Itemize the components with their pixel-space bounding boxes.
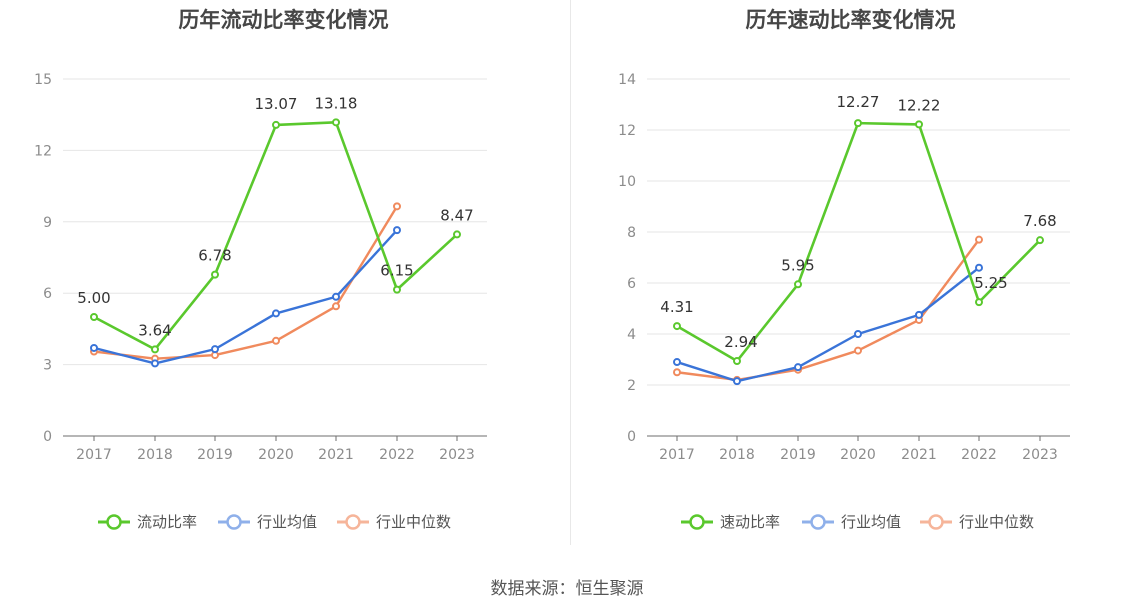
data-point xyxy=(453,230,461,239)
data-point xyxy=(975,263,983,272)
x-tick-label: 2018 xyxy=(137,447,173,463)
data-label: 7.68 xyxy=(1023,212,1056,230)
x-tick-label: 2023 xyxy=(1022,447,1058,463)
legend-label: 行业中位数 xyxy=(959,513,1034,531)
data-label: 5.00 xyxy=(77,289,110,307)
data-point xyxy=(673,322,681,331)
x-tick-label: 2020 xyxy=(840,447,876,463)
data-point xyxy=(211,345,219,354)
data-point xyxy=(794,280,802,289)
y-tick-label: 0 xyxy=(43,429,52,445)
data-label: 5.95 xyxy=(781,256,814,274)
y-tick-label: 0 xyxy=(627,429,636,445)
data-label: 4.31 xyxy=(660,298,693,316)
data-point xyxy=(673,358,681,367)
legend-swatch-marker xyxy=(106,514,122,530)
data-point xyxy=(975,298,983,307)
line-chart-current-ratio: 0 3 6 9 12 15 2017 2018 2019 2020 2021 2022 2023 5.00… xyxy=(34,72,487,531)
data-label: 13.18 xyxy=(315,94,358,112)
legend-swatch-marker xyxy=(928,514,944,530)
x-tick-label: 2022 xyxy=(379,447,415,463)
data-point xyxy=(332,118,340,127)
y-tick-label: 2 xyxy=(627,378,636,394)
data-point xyxy=(90,313,98,321)
series-line-industry-mean xyxy=(676,266,980,383)
data-label: 6.78 xyxy=(198,247,231,265)
y-tick-label: 14 xyxy=(618,72,636,88)
data-point xyxy=(673,368,681,377)
data-label: 6.15 xyxy=(380,262,413,280)
data-label: 8.47 xyxy=(440,206,473,224)
series-line-main xyxy=(676,121,1041,363)
data-point xyxy=(733,377,741,386)
legend-label: 行业均值 xyxy=(841,513,901,531)
y-tick-label: 15 xyxy=(34,72,52,88)
data-point xyxy=(211,270,219,279)
data-point xyxy=(151,345,159,354)
data-point xyxy=(854,330,862,338)
data-point xyxy=(90,343,98,352)
data-label: 12.22 xyxy=(898,96,941,114)
legend-label: 速动比率 xyxy=(720,513,780,531)
data-point xyxy=(794,363,802,372)
x-tick-label: 2023 xyxy=(439,447,475,463)
series-line-industry-mean xyxy=(93,229,398,365)
legend-swatch-marker xyxy=(345,514,361,530)
y-tick-label: 4 xyxy=(627,327,636,343)
y-tick-label: 9 xyxy=(43,215,52,231)
data-point xyxy=(915,310,923,319)
chart-panel-current-ratio: 历年流动比率变化情况 0 3 6 9 12 15 2017 2018 2019 2020 2021 2… xyxy=(0,0,567,560)
data-point xyxy=(332,302,340,311)
data-label: 2.94 xyxy=(724,333,757,351)
series-line-industry-median xyxy=(676,238,980,382)
data-label: 13.07 xyxy=(255,95,298,113)
data-point xyxy=(393,226,401,235)
data-point xyxy=(393,285,401,294)
chart-panel-quick-ratio: 历年速动比率变化情况 0 2 4 6 8 10 12 14 2017 2018 2019 2020 20… xyxy=(567,0,1134,560)
x-tick-label: 2019 xyxy=(780,447,816,463)
data-point xyxy=(915,120,923,129)
data-point xyxy=(272,309,280,318)
data-point xyxy=(854,346,862,355)
x-tick-label: 2021 xyxy=(901,447,937,463)
data-point xyxy=(854,119,862,128)
chart-title: 历年流动比率变化情况 xyxy=(178,8,389,32)
y-tick-label: 12 xyxy=(618,123,636,139)
legend-swatch-marker xyxy=(689,514,705,530)
y-tick-label: 12 xyxy=(34,143,52,159)
x-tick-label: 2022 xyxy=(961,447,997,463)
y-tick-label: 6 xyxy=(627,276,636,292)
chart-title: 历年速动比率变化情况 xyxy=(745,8,956,32)
legend-swatch-marker xyxy=(810,514,826,530)
x-tick-label: 2017 xyxy=(76,447,112,463)
data-point xyxy=(393,202,401,211)
data-label: 3.64 xyxy=(138,321,171,339)
panel-divider xyxy=(570,0,571,545)
data-point xyxy=(1036,236,1044,245)
data-label: 12.27 xyxy=(837,93,880,111)
data-point xyxy=(272,336,280,345)
y-tick-label: 6 xyxy=(43,286,52,302)
legend-label: 行业中位数 xyxy=(376,513,451,531)
legend-swatch-marker xyxy=(226,514,242,530)
x-tick-label: 2021 xyxy=(318,447,354,463)
data-point xyxy=(151,359,159,368)
x-tick-label: 2020 xyxy=(258,447,294,463)
x-tick-label: 2018 xyxy=(719,447,755,463)
series-line-industry-median xyxy=(93,205,399,360)
data-source-note: 数据来源：恒生聚源 xyxy=(490,579,644,599)
line-chart-quick-ratio: 0 2 4 6 8 10 12 14 2017 2018 2019 2020 2021 2022 2023 4… xyxy=(618,72,1070,531)
legend-label: 流动比率 xyxy=(137,513,197,531)
y-tick-label: 8 xyxy=(627,225,636,241)
data-point xyxy=(272,120,280,129)
data-point xyxy=(975,235,983,244)
x-tick-label: 2019 xyxy=(197,447,233,463)
y-tick-label: 10 xyxy=(618,174,636,190)
x-tick-label: 2017 xyxy=(659,447,695,463)
y-tick-label: 3 xyxy=(43,358,52,374)
data-point xyxy=(332,292,340,301)
data-label: 5.25 xyxy=(974,274,1007,292)
legend-label: 行业均值 xyxy=(257,513,317,531)
data-point xyxy=(733,357,741,366)
